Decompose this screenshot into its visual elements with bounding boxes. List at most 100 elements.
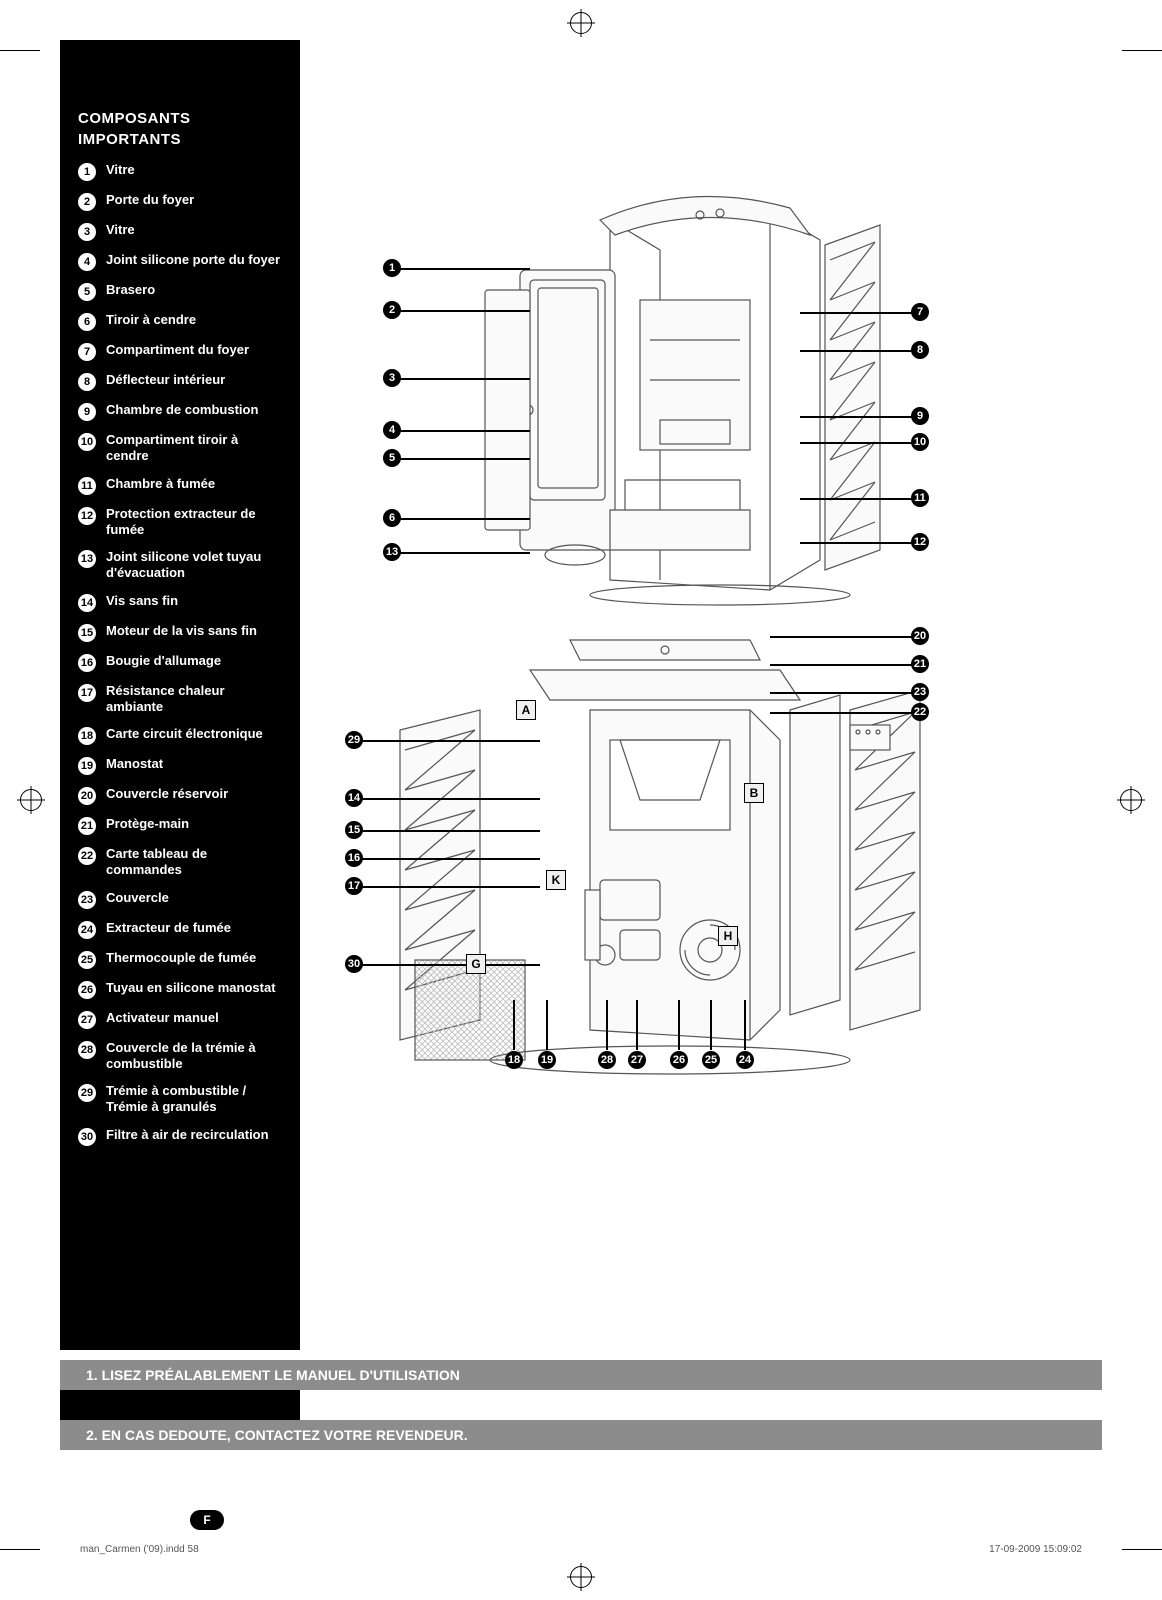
component-item: 30Filtre à air de recirculation <box>78 1127 282 1146</box>
leader-line <box>400 268 530 270</box>
leader-line <box>606 1000 608 1050</box>
component-item: 27Activateur manuel <box>78 1010 282 1029</box>
component-label: Couvercle de la trémie à combustible <box>106 1040 282 1073</box>
component-item: 21Protège-main <box>78 816 282 835</box>
callout-11: 11 <box>911 489 929 507</box>
black-gap <box>60 1390 300 1420</box>
callout-4: 4 <box>383 421 401 439</box>
callout-27: 27 <box>628 1051 646 1069</box>
callout-7: 7 <box>911 303 929 321</box>
registration-mark-left <box>20 789 42 811</box>
leader-line <box>362 798 540 800</box>
callout-14: 14 <box>345 789 363 807</box>
component-number-bullet: 16 <box>78 654 96 672</box>
component-item: 13Joint silicone volet tuyau d'évacuatio… <box>78 549 282 582</box>
component-number-bullet: 8 <box>78 373 96 391</box>
component-item: 6Tiroir à cendre <box>78 312 282 331</box>
component-item: 9Chambre de combustion <box>78 402 282 421</box>
callout-8: 8 <box>911 341 929 359</box>
component-number-bullet: 12 <box>78 507 96 525</box>
crop-mark <box>0 50 40 51</box>
callout-3: 3 <box>383 369 401 387</box>
callout-24: 24 <box>736 1051 754 1069</box>
component-item: 4Joint silicone porte du foyer <box>78 252 282 271</box>
component-label: Vitre <box>106 162 282 178</box>
leader-line <box>770 692 912 694</box>
component-number-bullet: 25 <box>78 951 96 969</box>
component-item: 5Brasero <box>78 282 282 301</box>
component-number-bullet: 5 <box>78 283 96 301</box>
components-sidebar: COMPOSANTS IMPORTANTS 1Vitre2Porte du fo… <box>60 40 300 1350</box>
leader-line <box>710 1000 712 1050</box>
callout-15: 15 <box>345 821 363 839</box>
component-label: Bougie d'allumage <box>106 653 282 669</box>
callout-6: 6 <box>383 509 401 527</box>
component-item: 12Protection extracteur de fumée <box>78 506 282 539</box>
component-item: 1Vitre <box>78 162 282 181</box>
component-number-bullet: 3 <box>78 223 96 241</box>
leader-line <box>770 712 912 714</box>
component-label: Chambre de combustion <box>106 402 282 418</box>
callout-20: 20 <box>911 627 929 645</box>
leader-line <box>744 1000 746 1050</box>
square-label-H: H <box>718 926 738 946</box>
component-item: 22Carte tableau de commandes <box>78 846 282 879</box>
component-number-bullet: 21 <box>78 817 96 835</box>
component-number-bullet: 26 <box>78 981 96 999</box>
component-item: 15Moteur de la vis sans fin <box>78 623 282 642</box>
callout-19: 19 <box>538 1051 556 1069</box>
callout-23: 23 <box>911 683 929 701</box>
component-number-bullet: 6 <box>78 313 96 331</box>
component-label: Déflecteur intérieur <box>106 372 282 388</box>
callout-26: 26 <box>670 1051 688 1069</box>
exploded-view-bottom-svg <box>350 630 970 1090</box>
component-number-bullet: 13 <box>78 550 96 568</box>
callout-25: 25 <box>702 1051 720 1069</box>
component-item: 14Vis sans fin <box>78 593 282 612</box>
exploded-view-top-svg <box>410 180 970 610</box>
component-number-bullet: 4 <box>78 253 96 271</box>
instruction-bar-2-text: 2. EN CAS DEDOUTE, CONTACTEZ VOTRE REVEN… <box>86 1427 468 1443</box>
instruction-bar-1-text: 1. LISEZ PRÉALABLEMENT LE MANUEL D'UTILI… <box>86 1367 460 1383</box>
component-number-bullet: 7 <box>78 343 96 361</box>
registration-mark-bottom <box>570 1566 592 1588</box>
callout-28: 28 <box>598 1051 616 1069</box>
component-label: Compartiment du foyer <box>106 342 282 358</box>
component-label: Trémie à combustible / Trémie à granulés <box>106 1083 282 1116</box>
leader-line <box>400 552 530 554</box>
component-number-bullet: 27 <box>78 1011 96 1029</box>
footer-right: 17-09-2009 15:09:02 <box>989 1544 1082 1555</box>
component-item: 17Résistance chaleur ambiante <box>78 683 282 716</box>
page: COMPOSANTS IMPORTANTS 1Vitre2Porte du fo… <box>60 40 1102 1540</box>
leader-line <box>400 458 530 460</box>
callout-16: 16 <box>345 849 363 867</box>
leader-line <box>770 664 912 666</box>
component-item: 18Carte circuit électronique <box>78 726 282 745</box>
leader-line <box>513 1000 515 1050</box>
component-label: Carte circuit électronique <box>106 726 282 742</box>
leader-line <box>770 636 912 638</box>
callout-22: 22 <box>911 703 929 721</box>
leader-line <box>546 1000 548 1050</box>
leader-line <box>636 1000 638 1050</box>
component-number-bullet: 11 <box>78 477 96 495</box>
component-label: Filtre à air de recirculation <box>106 1127 282 1143</box>
component-label: Couvercle <box>106 890 282 906</box>
footer-left: man_Carmen ('09).indd 58 <box>80 1544 199 1555</box>
instruction-bar-2: 2. EN CAS DEDOUTE, CONTACTEZ VOTRE REVEN… <box>60 1420 1102 1450</box>
component-label: Vis sans fin <box>106 593 282 609</box>
square-label-K: K <box>546 870 566 890</box>
leader-line <box>400 430 530 432</box>
component-number-bullet: 19 <box>78 757 96 775</box>
component-item: 29Trémie à combustible / Trémie à granul… <box>78 1083 282 1116</box>
registration-mark-top <box>570 12 592 34</box>
component-item: 26Tuyau en silicone manostat <box>78 980 282 999</box>
component-item: 16 Bougie d'allumage <box>78 653 282 672</box>
callout-2: 2 <box>383 301 401 319</box>
leader-line <box>800 350 912 352</box>
component-number-bullet: 24 <box>78 921 96 939</box>
component-number-bullet: 23 <box>78 891 96 909</box>
page-label: F <box>190 1510 224 1530</box>
instruction-bar-1: 1. LISEZ PRÉALABLEMENT LE MANUEL D'UTILI… <box>60 1360 1102 1390</box>
component-number-bullet: 2 <box>78 193 96 211</box>
